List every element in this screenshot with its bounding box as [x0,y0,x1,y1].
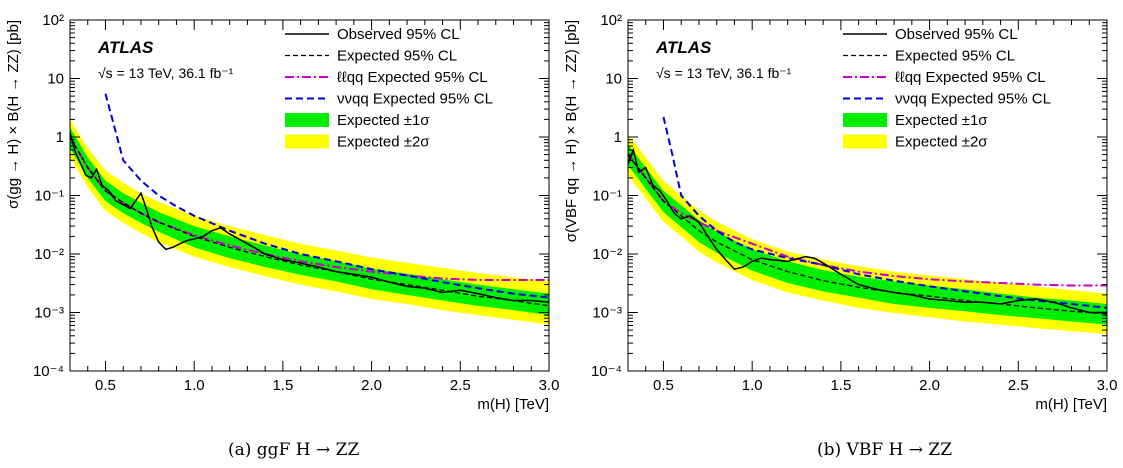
legend-label: Observed 95% CL [895,26,1018,43]
y-tick-label: 10⁻³ [592,305,622,322]
y-tick-label: 10⁻³ [34,305,64,322]
y-axis-label: σ(gg → H) × B(H → ZZ) [pb] [5,20,22,209]
legend-label: Expected ±1σ [895,112,988,129]
vvqq-expected-line [662,116,1107,309]
x-tick-label: 1.0 [742,377,763,394]
y-tick-label: 10 [605,71,622,88]
x-tick-label: 2.5 [450,377,471,394]
y-tick-label: 10⁻² [592,246,622,263]
legend-label: Observed 95% CL [337,26,460,43]
experiment-label: ATLAS [655,38,712,57]
energy-lumi-label: √s = 13 TeV, 36.1 fb⁻¹ [656,65,792,81]
legend-swatch-band1 [843,113,887,127]
llqq-expected-line [628,154,1107,287]
expected-line [628,154,1107,315]
y-tick-label: 1 [56,129,64,146]
legend-label: Expected ±2σ [337,134,430,151]
panel-caption: (a) ggF H → ZZ [228,440,359,460]
llqq-expected-line [70,136,549,281]
band-1sigma [70,127,549,316]
x-tick-label: 3.0 [539,377,560,394]
y-tick-label: 10 [47,71,64,88]
panel-a: 0.5 1.0 1.5 2.0 2.5 3.0 10⁻⁴ 10⁻³ 10⁻² 10⁻¹ 1 10 10²… [5,12,559,460]
y-tick-label: 10⁻⁴ [33,363,64,380]
observed-line [70,132,549,303]
y-tick-label: 10⁻⁴ [591,363,622,380]
vvqq-expected-line [104,93,549,299]
legend-label: Expected 95% CL [895,48,1015,65]
x-tick-label: 0.5 [653,377,674,394]
x-tick-label: 2.5 [1008,377,1029,394]
plot-area [70,93,549,325]
legend-swatch-band2 [285,134,329,149]
legend-label: ννqq Expected 95% CL [337,91,493,108]
y-tick-label: 10² [600,12,622,29]
y-axis-label: σ(VBF qq → H) × B(H → ZZ) [pb] [563,20,580,242]
x-tick-label: 1.0 [184,377,205,394]
legend-label: ℓℓqq Expected 95% CL [337,69,488,86]
experiment-label: ATLAS [97,38,154,57]
x-tick-label: 3.0 [1097,377,1118,394]
x-axis-label: m(H) [TeV] [1035,396,1107,413]
y-tick-label: 10² [42,12,64,29]
legend-swatch-band2 [843,134,887,149]
band-2sigma [70,119,549,325]
y-tick-label: 1 [614,129,622,146]
y-tick-label: 10⁻¹ [34,188,64,205]
panel-caption: (b) VBF H → ZZ [817,440,952,460]
legend-label: Expected ±2σ [895,134,988,151]
x-tick-label: 1.5 [272,377,293,394]
x-tick-label: 0.5 [95,377,116,394]
x-tick-label: 1.5 [830,377,851,394]
legend-label: ℓℓqq Expected 95% CL [895,69,1046,86]
x-axis-label: m(H) [TeV] [477,396,549,413]
y-tick-label: 10⁻¹ [592,188,622,205]
band-1sigma [628,144,1107,325]
plot-area [628,116,1107,334]
energy-lumi-label: √s = 13 TeV, 36.1 fb⁻¹ [98,65,234,81]
y-tick-label: 10⁻² [34,246,64,263]
legend-label: Expected ±1σ [337,112,430,129]
observed-line [628,147,1107,314]
legend-swatch-band1 [285,113,329,127]
legend-label: Expected 95% CL [337,48,457,65]
band-2sigma [628,134,1107,334]
legend-label: ννqq Expected 95% CL [895,91,1051,108]
x-tick-label: 2.0 [919,377,940,394]
panel-b: 0.5 1.0 1.5 2.0 2.5 3.0 10⁻⁴ 10⁻³ 10⁻² 10⁻¹ 1 10 10²… [563,12,1117,460]
x-tick-label: 2.0 [361,377,382,394]
